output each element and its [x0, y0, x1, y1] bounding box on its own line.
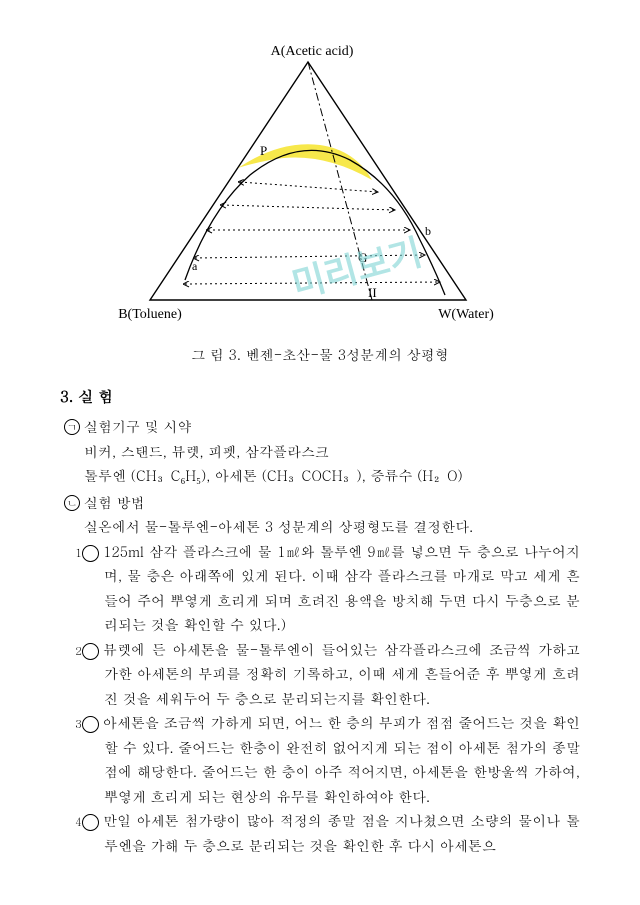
yellow-region: [238, 144, 372, 180]
step-4-text: 만일 아세톤 첨가량이 많아 적정의 종말 점을 지나쳤으면 소량의 물이나 톨…: [103, 810, 580, 855]
section-title: 3. 실 험: [60, 384, 580, 410]
point-g-label: G: [358, 250, 367, 265]
subsection-method: ㄴ실험 방법: [64, 490, 580, 515]
point-b-label: b: [425, 224, 431, 238]
step-3-num: 3: [82, 716, 99, 733]
right-vertex-label: W(Water): [438, 307, 494, 322]
triangle-outline: [150, 62, 466, 300]
step-4: 4만일 아세톤 첨가량이 많아 적정의 종말 점을 지나쳤으면 소량의 물이나 …: [60, 808, 580, 857]
step-2-num: 2: [82, 643, 99, 660]
phase-diagram: A(Acetic acid) B(Toluene) W(Water): [0, 0, 640, 340]
step-1: 1125ml 삼각 플라스크에 물 1㎖와 톨루엔 9㎖를 넣으면 두 층으로 …: [60, 539, 580, 637]
tie-lines: [185, 182, 440, 284]
step-3: 3아세톤을 조금씩 가하게 되면, 어느 한 층의 부피가 점점 줄어드는 것을…: [60, 710, 580, 808]
triangle-diagram-svg: A(Acetic acid) B(Toluene) W(Water): [0, 0, 640, 340]
apex-label: A(Acetic acid): [271, 44, 354, 59]
binodal-curve: [185, 150, 445, 295]
step-3-text: 아세톤을 조금씩 가하게 되면, 어느 한 층의 부피가 점점 줄어드는 것을 …: [103, 712, 580, 806]
apparatus-line: 비커, 스탠드, 뷰렛, 피펫, 삼각플라스크: [60, 439, 580, 464]
sub2-title: 실험 방법: [84, 492, 145, 512]
sub2-marker: ㄴ: [64, 495, 80, 511]
sub1-marker: ㄱ: [64, 419, 80, 435]
point-p-label: P: [260, 143, 267, 158]
step-2-text: 뷰렛에 든 아세톤을 물-톨루엔이 들어있는 삼각플라스크에 조금씩 가하고 가…: [103, 639, 580, 708]
step-2: 2뷰렛에 든 아세톤을 물-톨루엔이 들어있는 삼각플라스크에 조금씩 가하고 …: [60, 637, 580, 711]
reagents-line: 톨루엔 (CH₃C₆H₅), 아세톤 (CH₃COCH₃), 증류수 (H₂O): [60, 463, 580, 488]
step-4-num: 4: [82, 814, 99, 831]
left-vertex-label: B(Toluene): [118, 307, 182, 322]
step-1-num: 1: [82, 545, 99, 562]
step-1-text: 125ml 삼각 플라스크에 물 1㎖와 톨루엔 9㎖를 넣으면 두 층으로 나…: [103, 541, 580, 635]
subsection-apparatus: ㄱ실험기구 및 시약: [64, 414, 580, 439]
sub1-title: 실험기구 및 시약: [84, 416, 191, 436]
figure-caption: 그 림 3. 벤젠-초산-물 3성분계의 상평형: [0, 344, 640, 364]
point-ii-label: II: [368, 285, 377, 300]
method-intro: 실온에서 물-톨루엔-아세톤 3 성분계의 상평형도를 결정한다.: [60, 514, 580, 539]
point-a-label: a: [192, 259, 198, 273]
content-body: 3. 실 험 ㄱ실험기구 및 시약 비커, 스탠드, 뷰렛, 피펫, 삼각플라스…: [0, 364, 640, 857]
